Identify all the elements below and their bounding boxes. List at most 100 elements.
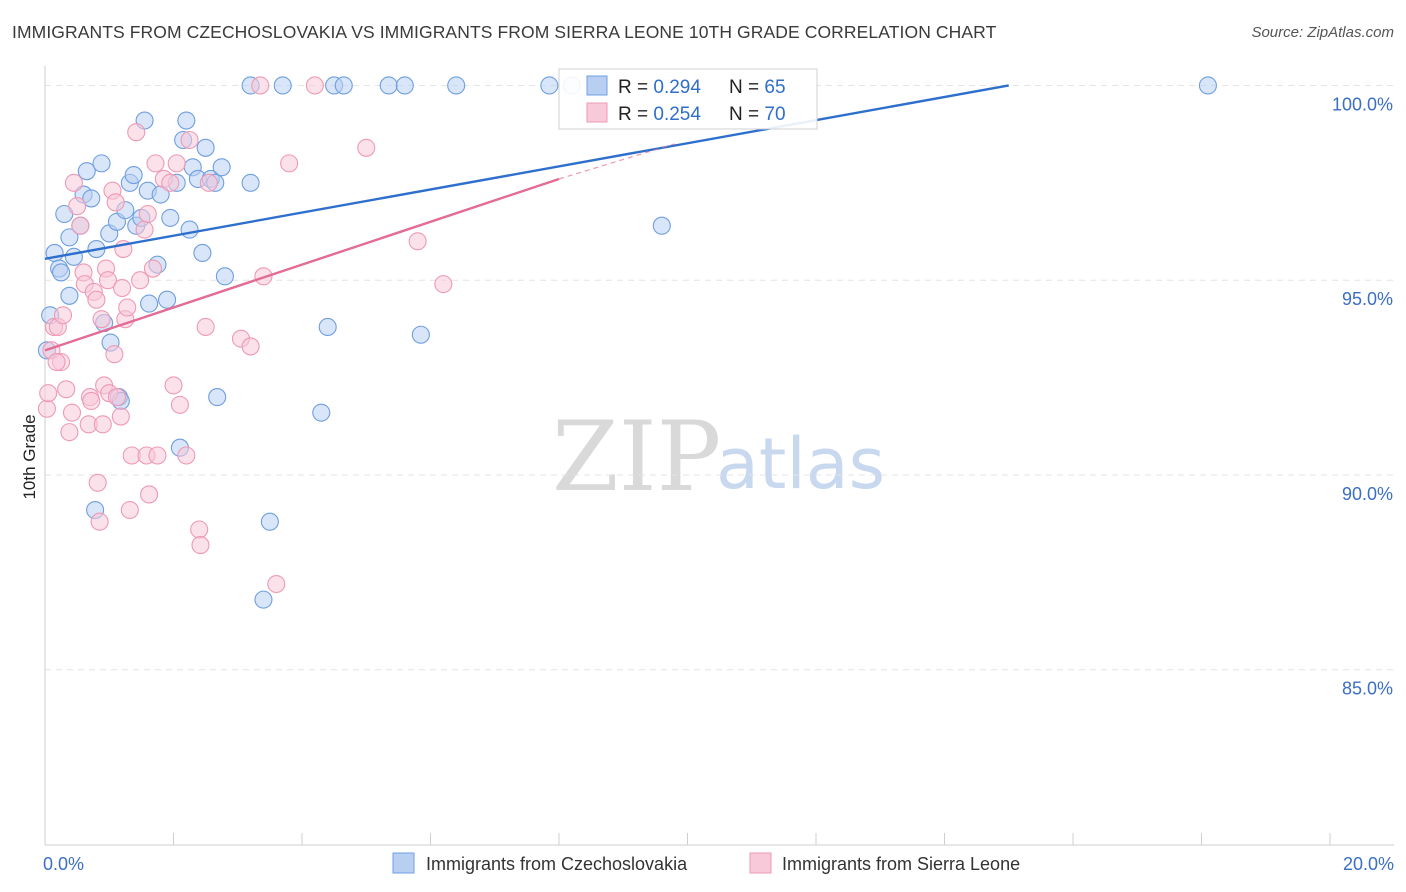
point-czechoslovakia [334, 76, 353, 95]
point-czechoslovakia [177, 111, 196, 130]
legend-label-czechoslovakia[interactable]: Immigrants from Czechoslovakia [426, 854, 688, 874]
stats-row-sierra-leone: R = 0.254 [618, 104, 701, 125]
x-tick-label-min: 0.0% [43, 854, 84, 874]
point-czechoslovakia [379, 76, 398, 95]
point-czechoslovakia [92, 154, 111, 173]
point-sierra-leone [111, 407, 130, 426]
point-sierra-leone [92, 310, 111, 329]
point-sierra-leone [199, 173, 218, 192]
stats-n-sierra-leone: N = 70 [729, 104, 786, 125]
stats-swatch-czechoslovakia [586, 75, 608, 96]
point-czechoslovakia [196, 138, 215, 157]
point-sierra-leone [135, 220, 154, 239]
y-tick-label: 100.0% [1332, 94, 1393, 114]
trend-line-czechoslovakia [44, 84, 1009, 260]
bottom-legend: Immigrants from Czechoslovakia Immigrant… [392, 852, 1020, 874]
point-czechoslovakia [395, 76, 414, 95]
point-sierra-leone [241, 337, 260, 356]
stats-r-value: 0.294 [653, 77, 701, 98]
stats-swatch-sierra-leone [586, 102, 608, 123]
point-sierra-leone [251, 76, 270, 95]
stats-r-label: R = [618, 104, 653, 125]
point-sierra-leone [408, 232, 427, 251]
watermark-atlas: atlas [716, 423, 885, 505]
point-sierra-leone [170, 395, 189, 414]
y-tick-labels: 85.0% 90.0% 95.0% 100.0% [1332, 94, 1393, 698]
point-czechoslovakia [652, 216, 671, 235]
stats-r-label: R = [618, 77, 653, 98]
point-sierra-leone [177, 446, 196, 465]
point-sierra-leone [71, 216, 90, 235]
grid-lines [45, 84, 1394, 671]
stats-n-label: N = [729, 104, 764, 125]
point-sierra-leone [148, 446, 167, 465]
legend-swatch-sierra-leone[interactable] [749, 852, 772, 874]
point-sierra-leone [191, 536, 210, 555]
watermark-zip: ZIP [552, 401, 721, 513]
trend-lines [44, 84, 1009, 352]
point-sierra-leone [57, 380, 76, 399]
point-sierra-leone [127, 123, 146, 142]
point-sierra-leone [138, 204, 157, 224]
point-sierra-leone [64, 173, 83, 192]
point-czechoslovakia [318, 317, 337, 337]
point-czechoslovakia [312, 403, 331, 422]
stats-n-czechoslovakia: N = 65 [729, 77, 786, 98]
point-sierra-leone [105, 345, 124, 364]
point-sierra-leone [62, 403, 82, 422]
stats-n-value: 65 [764, 77, 785, 98]
stats-row-czechoslovakia: R = 0.294 [618, 77, 701, 98]
point-sierra-leone [120, 500, 139, 520]
point-czechoslovakia [82, 189, 101, 208]
y-axis-title: 10th Grade [20, 414, 39, 499]
y-tick-label: 85.0% [1342, 679, 1393, 699]
legend-swatch-czechoslovakia[interactable] [392, 852, 415, 874]
point-czechoslovakia [60, 286, 79, 305]
point-czechoslovakia [447, 76, 466, 95]
point-sierra-leone [88, 473, 107, 492]
point-czechoslovakia [254, 590, 273, 609]
point-czechoslovakia [212, 158, 231, 177]
point-sierra-leone [106, 193, 125, 212]
point-sierra-leone [180, 130, 199, 150]
point-sierra-leone [60, 423, 79, 442]
point-sierra-leone [357, 138, 376, 157]
trend-line-sierra-leone [44, 177, 560, 352]
point-czechoslovakia [60, 228, 79, 247]
point-czechoslovakia [273, 76, 292, 95]
chart-title: IMMIGRANTS FROM CZECHOSLOVAKIA VS IMMIGR… [12, 22, 997, 42]
point-sierra-leone [93, 415, 112, 434]
data-points [37, 76, 1217, 609]
trend-line-sierra-leone-extension [558, 143, 675, 180]
point-czechoslovakia [140, 294, 159, 313]
point-sierra-leone [107, 388, 127, 407]
point-sierra-leone [131, 271, 150, 290]
point-czechoslovakia [161, 208, 180, 227]
point-sierra-leone [39, 384, 58, 403]
point-sierra-leone [161, 173, 180, 192]
point-sierra-leone [90, 512, 109, 531]
point-czechoslovakia [52, 263, 71, 282]
point-sierra-leone [167, 154, 186, 173]
point-czechoslovakia [64, 247, 83, 266]
x-tick-label-max: 20.0% [1343, 854, 1394, 874]
point-sierra-leone [280, 154, 299, 173]
point-sierra-leone [267, 574, 286, 594]
y-tick-label: 90.0% [1342, 484, 1393, 504]
stats-legend: R = 0.294 N = 65 R = 0.254 N = 70 [558, 68, 818, 130]
point-sierra-leone [434, 275, 453, 294]
legend-label-sierra-leone[interactable]: Immigrants from Sierra Leone [782, 854, 1020, 874]
point-sierra-leone [140, 485, 159, 504]
point-czechoslovakia [1198, 76, 1217, 95]
y-tick-label: 95.0% [1342, 289, 1393, 309]
point-sierra-leone [68, 197, 87, 216]
source-credit: Source: ZipAtlas.com [1251, 24, 1394, 41]
point-sierra-leone [37, 399, 56, 418]
point-sierra-leone [118, 298, 137, 317]
point-sierra-leone [113, 278, 132, 298]
point-sierra-leone [146, 154, 165, 173]
point-sierra-leone [98, 271, 118, 290]
point-czechoslovakia [124, 166, 143, 185]
stats-n-value: 70 [764, 104, 785, 125]
point-czechoslovakia [77, 162, 96, 181]
